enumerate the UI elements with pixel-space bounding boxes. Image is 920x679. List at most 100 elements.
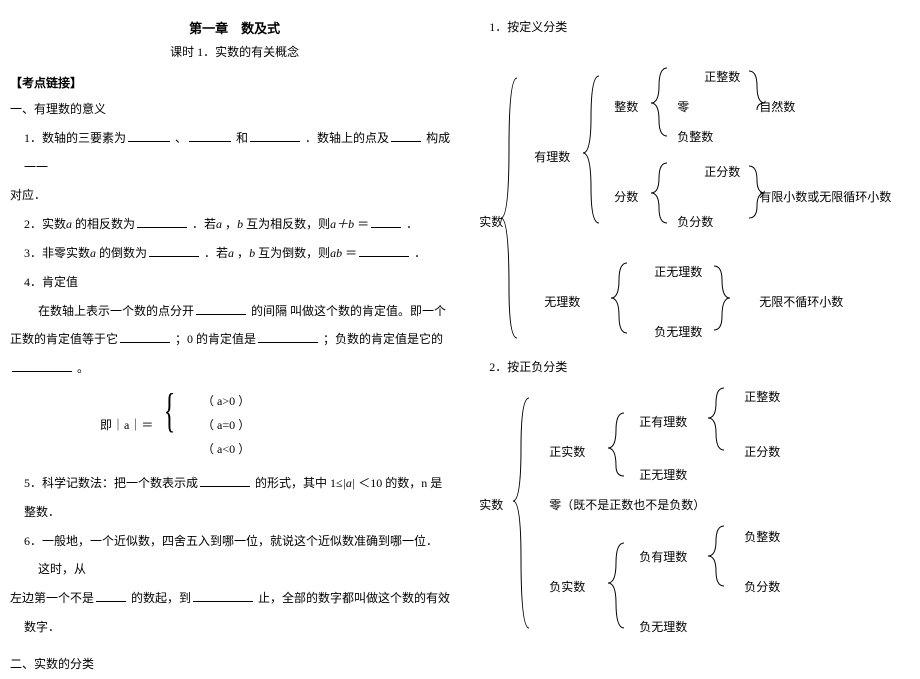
text: ． <box>414 246 426 260</box>
blank <box>258 331 318 343</box>
text: 在数轴上表示一个数的点分开 <box>38 304 194 318</box>
var-a: a <box>90 246 96 260</box>
n-ziran: 自然数 <box>759 98 795 115</box>
case-pos: （ a>0 ） <box>202 389 250 413</box>
blank <box>120 331 170 343</box>
text: ；0 的肯定值是 <box>175 332 256 346</box>
n-fuzhengshu2: 负整数 <box>744 528 780 545</box>
text: 正数的肯定值等于它 <box>10 332 118 346</box>
blank <box>12 360 72 372</box>
n-shishu: 实数 <box>479 213 503 230</box>
case-zero: （ a=0 ） <box>202 413 250 437</box>
text: 、 <box>175 131 187 145</box>
n-fenshu: 分数 <box>614 188 638 205</box>
n-fufenshu: 负分数 <box>677 213 713 230</box>
text: ＜10 的数，n 是 <box>358 476 442 490</box>
text: 的倒数为 <box>99 246 147 260</box>
n-wuxian: 无限不循环小数 <box>759 293 843 310</box>
n-wuli: 无理数 <box>544 293 580 310</box>
n-zero-note: 零（既不是正数也不是负数） <box>549 496 705 513</box>
blank <box>371 216 401 228</box>
text: 左边第一个不是 <box>10 591 94 605</box>
n-zhengwuli2: 正无理数 <box>639 466 687 483</box>
abs-label: 即｜a｜＝ <box>100 413 160 437</box>
classification-trees: 1．按定义分类 实数 有理数 无理数 整数 分数 正整数 零 负整数 自然数 正… <box>479 18 910 640</box>
item-5b: 整数． <box>10 498 459 527</box>
chapter-title: 第一章 数及式 <box>10 18 459 37</box>
n-zhengfenshu2: 正分数 <box>744 443 780 460</box>
n-zhengshishu: 正实数 <box>549 443 585 460</box>
blank <box>250 130 300 142</box>
var-b: b <box>249 246 255 260</box>
text: ． <box>406 217 418 231</box>
n-fufenshu2: 负分数 <box>744 578 780 595</box>
expr-ab: ab <box>330 246 342 260</box>
text: 2．实数 <box>24 217 66 231</box>
text: 的间隔 叫做这个数的肯定值。即一个 <box>251 304 446 318</box>
item-4-heading: 4．肯定值 <box>10 268 459 297</box>
var-a: a <box>228 246 234 260</box>
item-1: 1．数轴的三要素为 、 和 ．数轴上的点及 构成一一 <box>10 124 459 182</box>
n-youxian: 有限小数或无限循环小数 <box>759 188 891 205</box>
item-2: 2．实数a 的相反数为 ．若a ，b 互为相反数，则a＋b ＝ ． <box>10 210 459 239</box>
text: ．数轴上的点及 <box>305 131 389 145</box>
left-brace-icon: { <box>164 383 176 438</box>
text: ．若 <box>204 246 228 260</box>
n-zhengwuli: 正无理数 <box>654 263 702 280</box>
n-youli: 有理数 <box>534 148 570 165</box>
item-6b: 这时，从 <box>10 555 459 584</box>
left-column: 第一章 数及式 课时 1．实数的有关概念 【考点链接】 一、有理数的意义 1．数… <box>0 0 469 650</box>
absolute-value-cases: { （ a>0 ） 即｜a｜＝（ a=0 ） （ a<0 ） <box>100 389 459 461</box>
section-1-heading: 一、有理数的意义 <box>10 95 459 124</box>
n-zhengzhengshu: 正整数 <box>704 68 740 85</box>
item-4b: 正数的肯定值等于它 ；0 的肯定值是 ；负数的肯定值是它的 。 <box>10 325 459 383</box>
var-b: b <box>237 217 243 231</box>
text: 的形式，其中 1≤ <box>255 476 343 490</box>
n-shishu2: 实数 <box>479 496 503 513</box>
lesson-title: 课时 1．实数的有关概念 <box>10 43 459 60</box>
blank <box>196 303 246 315</box>
n-zhengyouli: 正有理数 <box>639 413 687 430</box>
n-zhengzhengshu2: 正整数 <box>744 388 780 405</box>
text: 的相反数为 <box>75 217 135 231</box>
tree2-title: 2．按正负分类 <box>489 358 567 375</box>
var-a: a <box>216 217 222 231</box>
text: ， <box>225 217 237 231</box>
n-fuzhengshu: 负整数 <box>677 128 713 145</box>
item-6c: 左边第一个不是 的数起，到 止，全部的数字都叫做这个数的有效 <box>10 584 459 613</box>
text: 。 <box>77 361 89 375</box>
n-fuyouli: 负有理数 <box>639 548 687 565</box>
blank <box>149 245 199 257</box>
text: ；负数的肯定值是它的 <box>323 332 443 346</box>
blank <box>200 475 250 487</box>
text: ， <box>237 246 249 260</box>
item-6d: 数字． <box>10 613 459 642</box>
abs-a: |a| <box>343 476 356 490</box>
brace-overlay <box>479 18 920 668</box>
item-4a: 在数轴上表示一个数的点分开 的间隔 叫做这个数的肯定值。即一个 <box>10 297 459 326</box>
blank <box>96 590 126 602</box>
tree1-title: 1．按定义分类 <box>489 18 567 35</box>
item-6: 6．一般地，一个近似数，四舍五入到哪一位，就说这个近似数准确到哪一位． <box>10 527 459 556</box>
text: ＝ <box>345 246 357 260</box>
n-fuwuli: 负无理数 <box>654 323 702 340</box>
right-column: 1．按定义分类 实数 有理数 无理数 整数 分数 正整数 零 负整数 自然数 正… <box>469 0 920 650</box>
section-2-heading: 二、实数的分类 <box>10 650 459 679</box>
blank <box>189 130 231 142</box>
blank <box>137 216 187 228</box>
text: 和 <box>236 131 248 145</box>
n-zhengshu: 整数 <box>614 98 638 115</box>
text: 1．数轴的三要素为 <box>24 131 126 145</box>
text: ＝ <box>357 217 369 231</box>
text: 3．非零实数 <box>24 246 90 260</box>
text: 的数起，到 <box>131 591 191 605</box>
item-1-cont: 对应． <box>10 181 459 210</box>
item-3: 3．非零实数a 的倒数为 ．若a ，b 互为倒数，则ab ＝ ． <box>10 239 459 268</box>
n-fushishu: 负实数 <box>549 578 585 595</box>
text: 互为相反数，则 <box>246 217 330 231</box>
text: ．若 <box>192 217 216 231</box>
text: 止，全部的数字都叫做这个数的有效 <box>258 591 450 605</box>
n-fuwuli2: 负无理数 <box>639 618 687 635</box>
text: 互为倒数，则 <box>258 246 330 260</box>
case-neg: （ a<0 ） <box>202 437 250 461</box>
